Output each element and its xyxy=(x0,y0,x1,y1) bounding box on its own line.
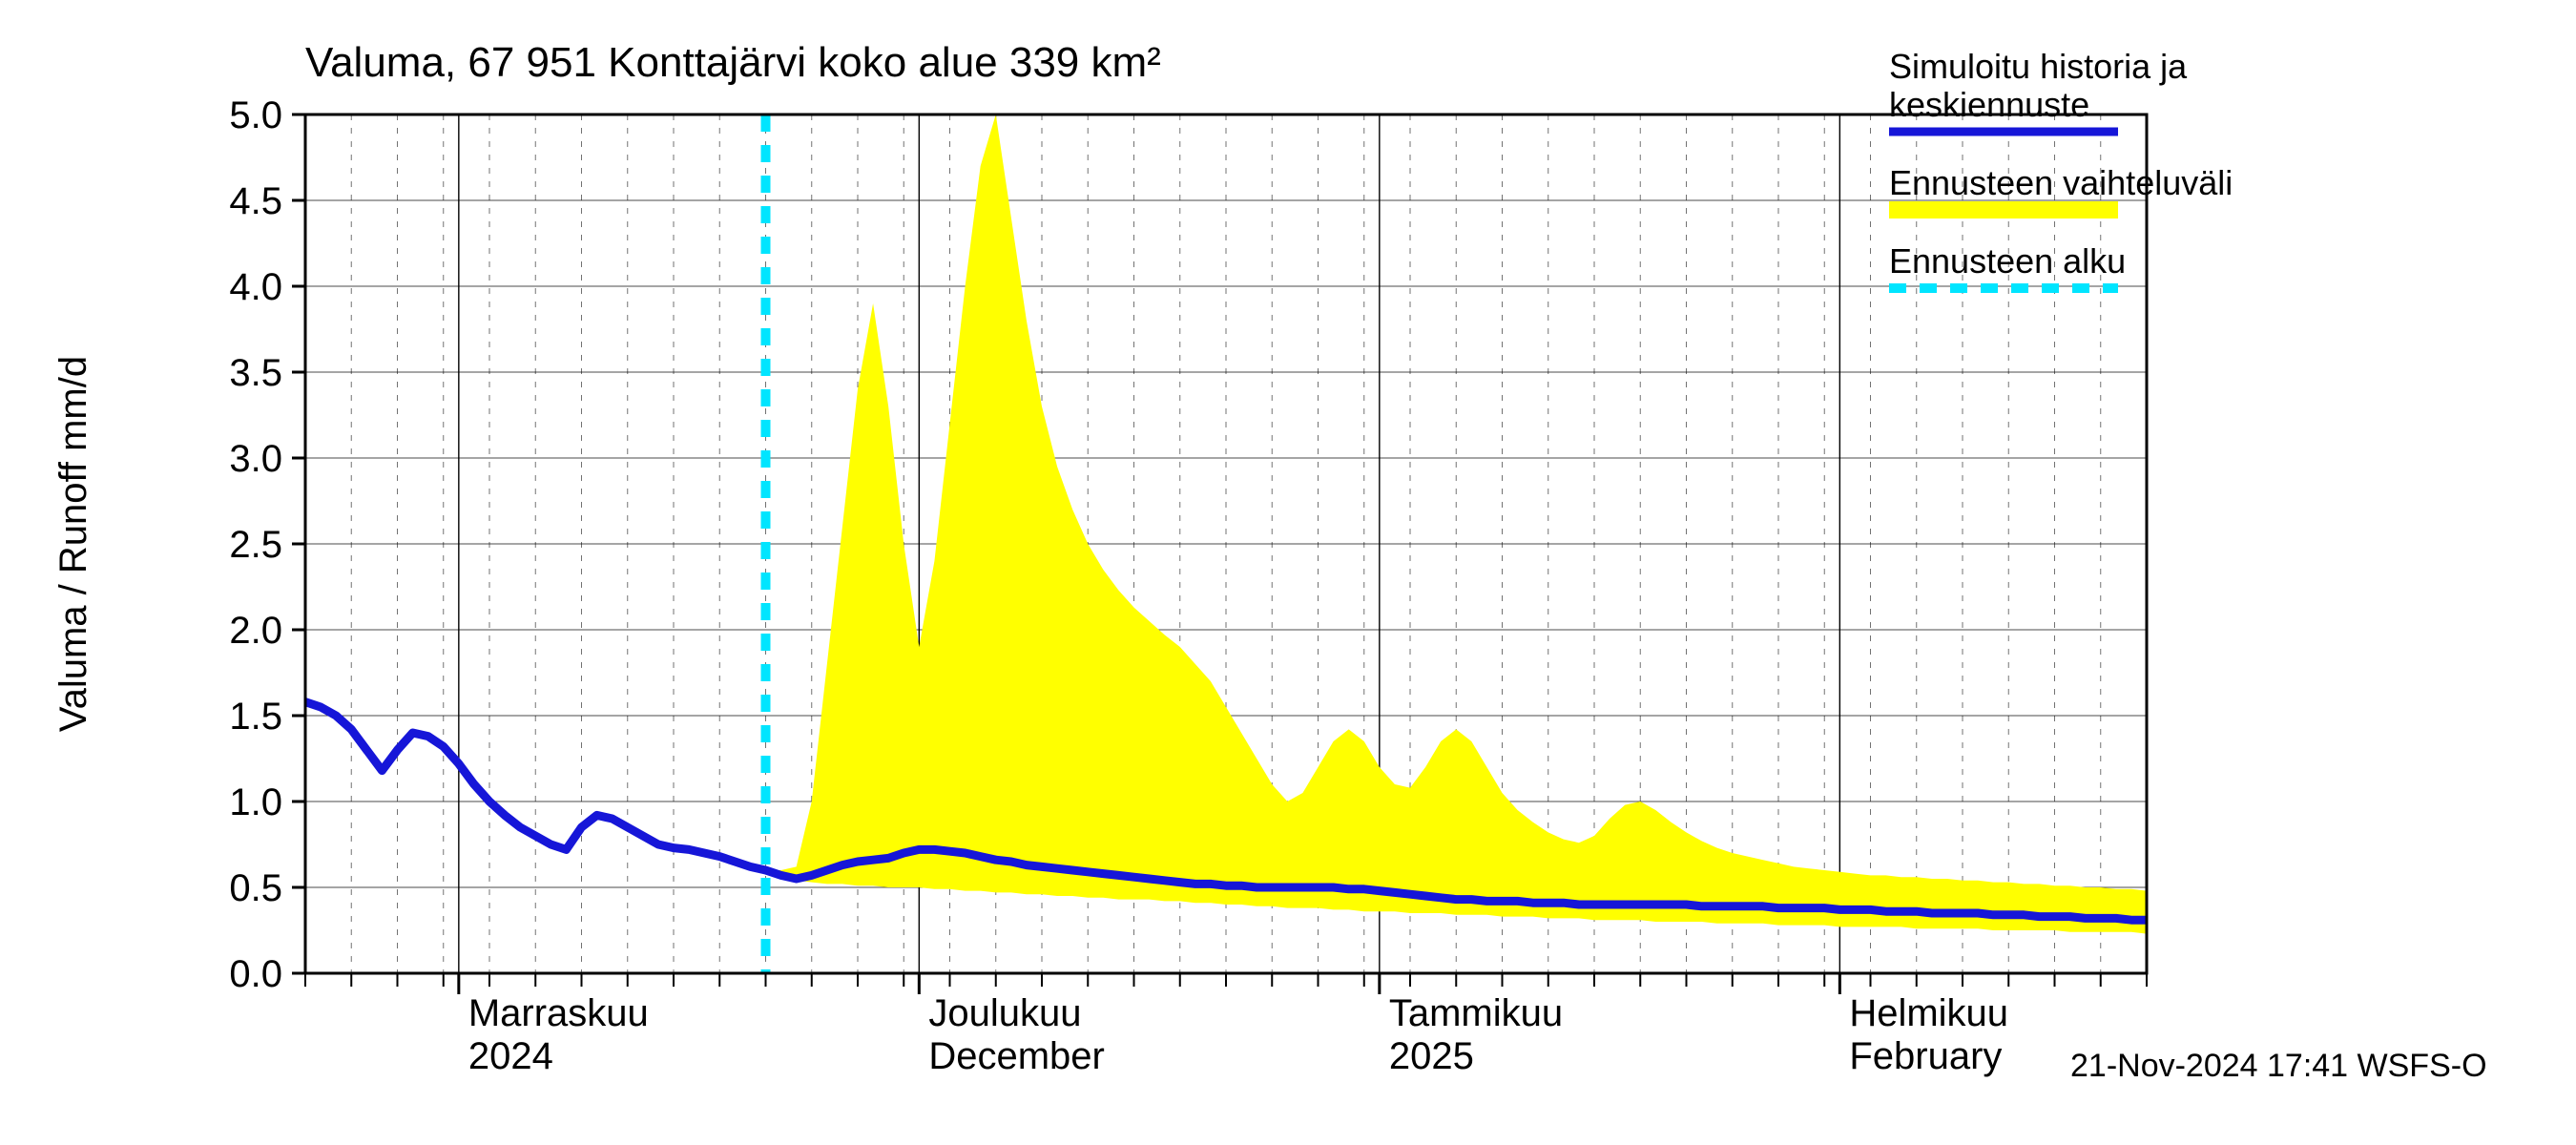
y-tick-label: 5.0 xyxy=(229,94,282,136)
y-tick-label: 4.5 xyxy=(229,180,282,222)
y-tick-label: 3.0 xyxy=(229,438,282,480)
y-tick-label: 0.0 xyxy=(229,953,282,995)
footer-timestamp: 21-Nov-2024 17:41 WSFS-O xyxy=(2070,1048,2487,1084)
month-label: Tammikuu xyxy=(1389,992,1563,1034)
legend-label: keskiennuste xyxy=(1889,85,2089,124)
month-sublabel: 2025 xyxy=(1389,1035,1474,1077)
y-tick-label: 1.0 xyxy=(229,781,282,823)
y-tick-label: 1.5 xyxy=(229,696,282,738)
y-tick-label: 2.5 xyxy=(229,524,282,566)
month-label: Marraskuu xyxy=(468,992,649,1034)
month-sublabel: 2024 xyxy=(468,1035,553,1077)
runoff-chart: Valuma, 67 951 Konttajärvi koko alue 339… xyxy=(0,0,2576,1145)
y-axis-label: Valuma / Runoff mm/d xyxy=(52,356,94,732)
chart-svg: Valuma, 67 951 Konttajärvi koko alue 339… xyxy=(0,0,2576,1145)
legend-label: Ennusteen vaihteluväli xyxy=(1889,163,2233,202)
y-tick-label: 0.5 xyxy=(229,867,282,909)
y-tick-label: 2.0 xyxy=(229,610,282,652)
y-tick-label: 4.0 xyxy=(229,266,282,308)
month-sublabel: February xyxy=(1849,1035,2002,1077)
month-label: Joulukuu xyxy=(928,992,1081,1034)
legend-label: Simuloitu historia ja xyxy=(1889,47,2188,86)
month-label: Helmikuu xyxy=(1849,992,2008,1034)
legend-label: Ennusteen alku xyxy=(1889,241,2126,281)
chart-title: Valuma, 67 951 Konttajärvi koko alue 339… xyxy=(305,39,1161,86)
y-tick-label: 3.5 xyxy=(229,352,282,394)
month-sublabel: December xyxy=(928,1035,1105,1077)
